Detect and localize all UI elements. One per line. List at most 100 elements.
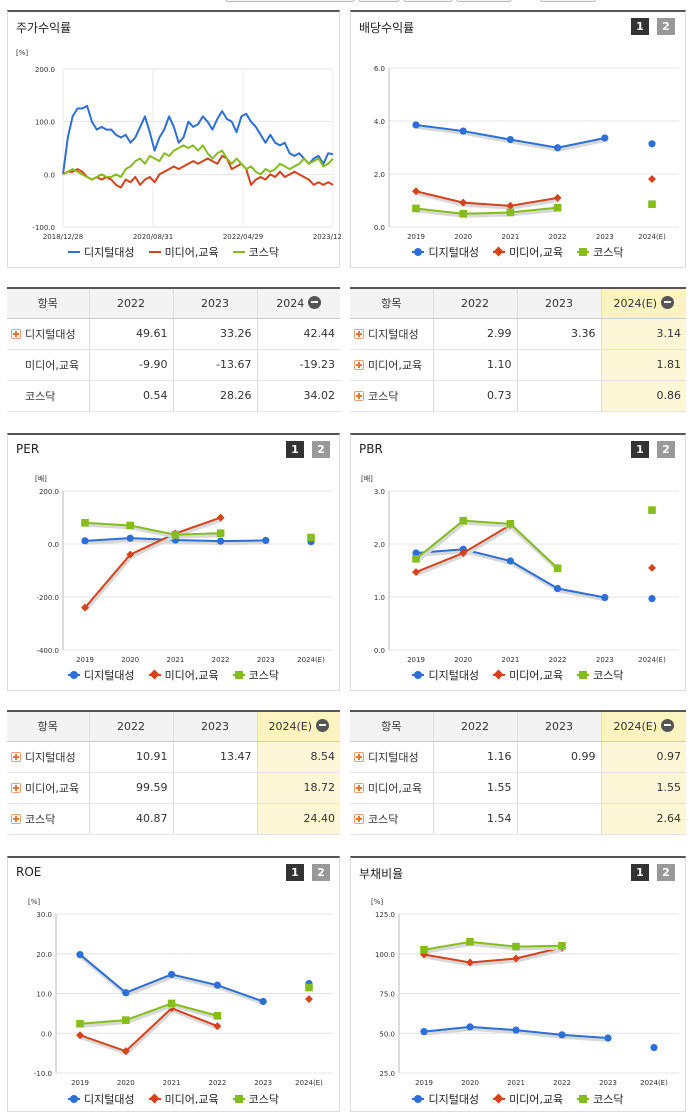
y-tick-label: 30.0	[36, 911, 52, 919]
toggle-2-button[interactable]: 2	[657, 18, 675, 35]
toggle-1-button[interactable]: 1	[286, 864, 304, 881]
x-tick-label: 2023	[596, 656, 614, 664]
series-line-shadow	[80, 1007, 220, 1056]
y-tick-label: 200.0	[35, 66, 55, 74]
chart-legend: 디지털대성 미디어,교육 코스닥	[351, 667, 685, 683]
expand-icon[interactable]	[354, 782, 364, 793]
y-axis-unit: [배]	[35, 474, 47, 483]
toggle-2-button[interactable]: 2	[657, 864, 675, 881]
expand-icon[interactable]	[354, 390, 364, 401]
table-row: 미디어,교육 1.55 1.55	[350, 772, 686, 804]
x-tick-label: 2022	[553, 1079, 571, 1087]
expand-icon[interactable]	[354, 359, 364, 370]
series-line-shadow	[424, 947, 564, 967]
data-point	[412, 549, 420, 557]
toggle-2-button[interactable]: 2	[312, 441, 330, 458]
col-header: 항목	[7, 711, 89, 742]
panel-title: 배당수익률	[359, 21, 415, 35]
toolbar-button[interactable]	[225, 0, 355, 2]
expand-icon[interactable]	[354, 328, 364, 339]
data-point	[648, 200, 656, 209]
per-table: 항목 2022 2023 2024(E) 디지털대성 10.91 13.47 8.5…	[7, 710, 340, 835]
x-tick-label: 2023	[596, 233, 614, 241]
x-tick-label: 2020/08/31	[133, 233, 173, 241]
toolbar-button[interactable]	[403, 0, 453, 2]
data-point	[601, 134, 609, 142]
expand-icon[interactable]	[11, 813, 21, 824]
col-header-2024: 2024	[256, 288, 340, 319]
collapse-icon[interactable]	[661, 296, 675, 310]
y-tick-label: 0.0	[48, 541, 59, 549]
legend-item: 디지털대성	[412, 667, 479, 683]
pbr-panel: PBR 1 2 [배] 3.0 2.0 1.0 0.0 2019 2020 2021 2022 2…	[350, 433, 686, 691]
table-row: 디지털대성 1.16 0.99 0.97	[350, 741, 686, 773]
data-point	[558, 942, 566, 950]
col-header: 2022	[432, 711, 517, 742]
toggle-1-button[interactable]: 1	[631, 18, 649, 35]
series-line-shadow	[424, 941, 564, 954]
x-tick-label: 2021	[501, 656, 519, 664]
collapse-icon[interactable]	[308, 296, 322, 310]
y-tick-label: 0.0	[374, 224, 385, 232]
series-line	[62, 104, 334, 175]
data-point	[81, 537, 89, 545]
y-tick-label: 6.0	[374, 65, 385, 73]
col-header: 항목	[350, 711, 433, 742]
expand-icon[interactable]	[11, 751, 21, 762]
data-point	[648, 506, 656, 514]
x-tick-label: 2021	[507, 1079, 525, 1087]
toggle-1-button[interactable]: 1	[286, 441, 304, 458]
data-point	[213, 981, 221, 989]
expand-icon[interactable]	[354, 813, 364, 824]
y-tick-label: 2.0	[374, 171, 385, 179]
collapse-icon[interactable]	[661, 719, 675, 733]
x-tick-label: 2022/04/29	[223, 233, 263, 241]
legend-item: 디지털대성	[412, 244, 479, 260]
data-point	[459, 209, 467, 218]
expand-icon[interactable]	[11, 782, 21, 793]
chart-legend: 디지털대성 미디어,교육 코스닥	[8, 244, 339, 260]
x-tick-label: 2020	[121, 656, 139, 664]
toolbar-button[interactable]	[358, 0, 400, 2]
x-tick-label: 2024(E)	[638, 233, 666, 241]
x-tick-label: 2020	[461, 1079, 479, 1087]
y-tick-label: 100.0	[35, 119, 55, 127]
expand-icon[interactable]	[11, 328, 21, 339]
toolbar-button[interactable]	[540, 0, 596, 2]
y-tick-label: -10.0	[34, 1070, 52, 1078]
col-header: 2022	[432, 288, 517, 319]
table-row: 코스닥 40.87 24.40	[7, 803, 340, 835]
x-tick-label: 2024(E)	[297, 656, 325, 664]
col-header: 2023	[516, 711, 601, 742]
expand-icon[interactable]	[354, 751, 364, 762]
series-line	[415, 548, 605, 599]
x-tick-label: 2024(E)	[638, 656, 666, 664]
legend-item: 디지털대성	[67, 244, 135, 260]
data-point	[167, 999, 176, 1008]
toolbar-button[interactable]	[456, 0, 512, 2]
price-return-panel: 주가수익률 [%] 200.0 100.0 0.0 -100.0 2018/12/28 20…	[7, 10, 341, 268]
x-tick-label: 2023	[254, 1079, 272, 1087]
per-panel: PER 1 2 [배] 200.0 0.0 -200.0 -400.0 2019 2020 2…	[7, 433, 340, 691]
panel-title: ROE	[16, 865, 42, 879]
data-point	[506, 208, 515, 217]
y-tick-label: 20.0	[36, 951, 52, 959]
y-axis-unit: [%]	[371, 898, 383, 906]
data-point	[554, 144, 562, 152]
toggle-2-button[interactable]: 2	[657, 441, 675, 458]
toggle-1-button[interactable]: 1	[631, 864, 649, 881]
col-header: 항목	[350, 288, 433, 319]
x-tick-label: 2023	[257, 656, 275, 664]
x-tick-label: 2019	[415, 1079, 433, 1087]
toggle-2-button[interactable]: 2	[312, 864, 330, 881]
chart-legend: 디지털대성 미디어,교육 코스닥	[351, 1091, 685, 1107]
col-header: 2023	[516, 288, 601, 319]
collapse-icon[interactable]	[316, 719, 330, 733]
x-tick-label: 2021	[163, 1079, 181, 1087]
panel-title: 부채비율	[359, 867, 404, 881]
col-header-2024e: 2024(E)	[256, 711, 340, 742]
data-point	[126, 550, 135, 559]
toggle-1-button[interactable]: 1	[631, 441, 649, 458]
series-line-shadow	[85, 522, 222, 539]
